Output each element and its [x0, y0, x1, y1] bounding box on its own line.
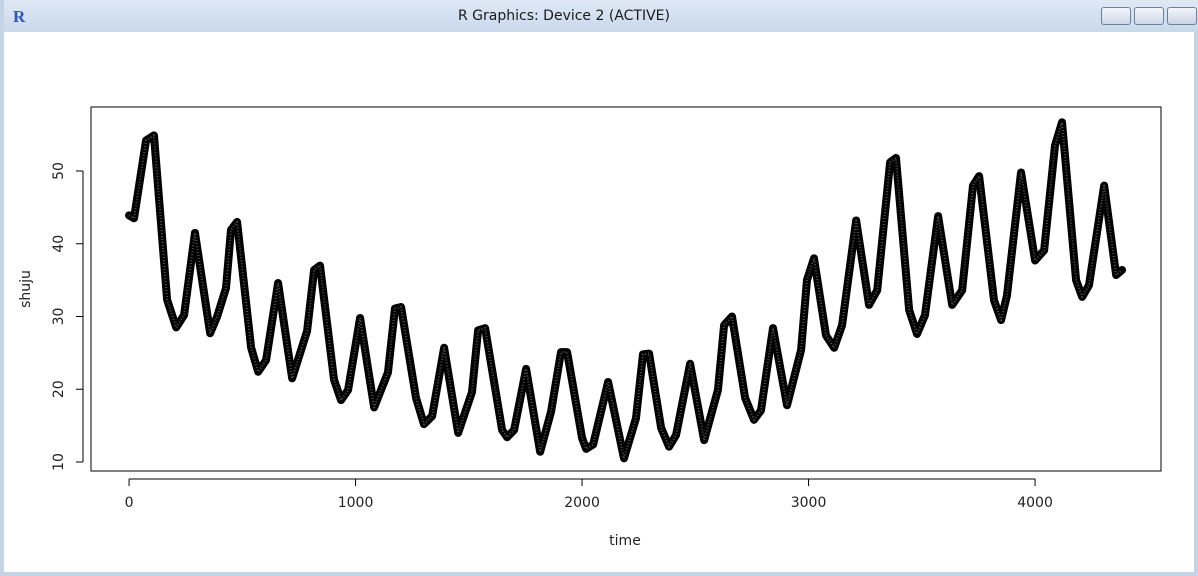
data-line-inner — [128, 121, 1123, 460]
minimize-button[interactable] — [1101, 7, 1131, 25]
y-tick-label: 20 — [51, 380, 67, 398]
x-tick-label: 0 — [125, 495, 134, 511]
y-tick-label: 50 — [51, 162, 67, 180]
chart: time shuju 0 1000 2000 3000 4000 10 20 30 40 50 — [18, 106, 1162, 549]
y-tick-label: 30 — [51, 308, 67, 326]
x-tick-label: 4000 — [1017, 495, 1053, 511]
close-button[interactable] — [1167, 7, 1197, 25]
y-tick-label: 10 — [51, 453, 67, 471]
x-axis-label: time — [609, 533, 641, 549]
window-title: R Graphics: Device 2 (ACTIVE) — [458, 8, 670, 24]
title-bar: R R Graphics: Device 2 (ACTIVE) — [4, 0, 1198, 32]
y-axis-label: shuju — [18, 270, 34, 308]
x-tick-label: 1000 — [338, 495, 374, 511]
x-tick-label: 2000 — [564, 495, 600, 511]
x-tick-label: 3000 — [791, 495, 827, 511]
plot-box — [90, 106, 1162, 472]
app-icon: R — [13, 7, 26, 26]
data-line — [125, 118, 1127, 463]
maximize-button[interactable] — [1134, 7, 1164, 25]
y-tick-label: 40 — [51, 235, 67, 253]
